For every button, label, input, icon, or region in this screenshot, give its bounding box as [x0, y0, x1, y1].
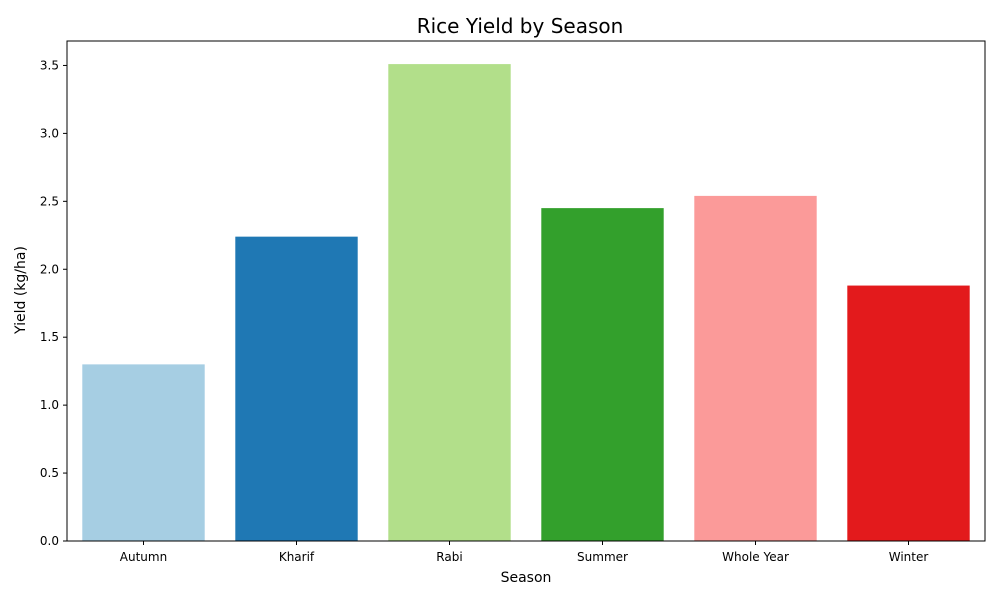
- x-tick-label: Kharif: [279, 550, 315, 564]
- bar-whole-year: [694, 195, 817, 542]
- x-tick-label: Summer: [577, 550, 628, 564]
- bar-winter: [847, 285, 970, 541]
- x-tick-label: Rabi: [436, 550, 462, 564]
- y-tick-label: 2.0: [40, 262, 59, 276]
- y-axis: 0.0 0.5 1.0 1.5 2.0 2.5 3.0 3.5: [40, 58, 67, 548]
- bar-autumn: [82, 364, 205, 541]
- bar-rabi: [388, 64, 511, 541]
- x-tick-label: Winter: [889, 550, 929, 564]
- bar-summer: [541, 208, 664, 541]
- y-tick-label: 1.5: [40, 330, 59, 344]
- y-tick-label: 1.0: [40, 398, 59, 412]
- plot-frame: [66, 40, 986, 542]
- y-axis-label: Yield (kg/ha): [13, 246, 29, 335]
- y-tick-label: 2.5: [40, 194, 59, 208]
- y-tick-label: 0.0: [40, 534, 59, 548]
- x-tick-label: Whole Year: [722, 550, 789, 564]
- x-axis-label: Season: [501, 570, 552, 586]
- x-axis: Autumn Kharif Rabi Summer Whole Year Winter: [120, 541, 929, 564]
- x-tick-label: Autumn: [120, 550, 167, 564]
- y-tick-label: 3.5: [40, 58, 59, 72]
- bars-group: [82, 64, 970, 542]
- chart-title: Rice Yield by Season: [417, 14, 624, 38]
- y-tick-label: 3.0: [40, 126, 59, 140]
- bar-kharif: [235, 236, 358, 542]
- y-tick-label: 0.5: [40, 466, 59, 480]
